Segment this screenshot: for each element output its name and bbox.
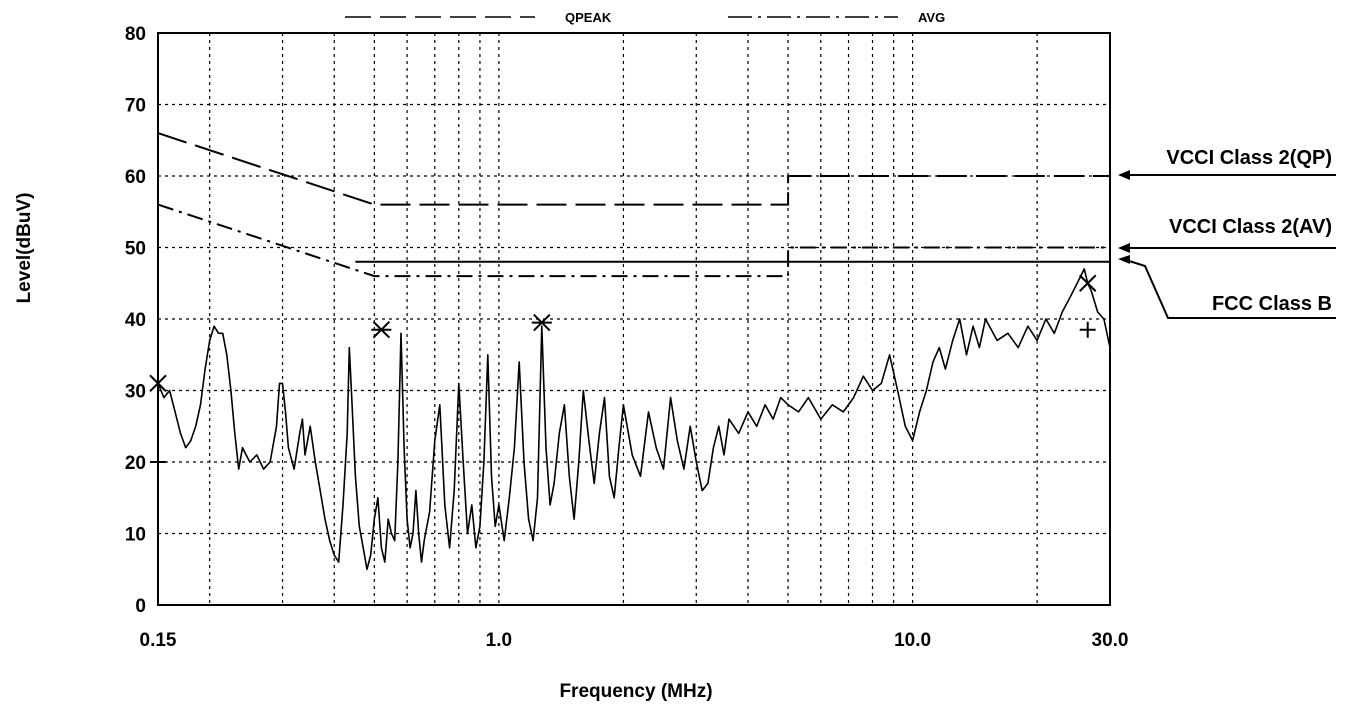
y-axis-label: Level(dBuV) <box>14 193 35 304</box>
limit-pointer-fcc-b <box>1125 259 1336 319</box>
marker-star <box>371 321 392 339</box>
x-tick-label: 1.0 <box>486 630 512 651</box>
limit-lines <box>157 132 1110 278</box>
limit-line-vcci-av <box>157 203 1110 278</box>
limit-label-vcci-av: VCCI Class 2(AV) <box>1169 216 1332 238</box>
marker-x <box>1079 274 1097 292</box>
legend: QPEAK AVG <box>345 10 945 25</box>
y-tick-label: 30 <box>125 382 146 403</box>
limit-pointer-fcc-b-arrow <box>1118 255 1130 264</box>
x-tick-labels: 0.15 1.0 10.0 30.0 <box>140 630 1129 651</box>
x-tick-label: 0.15 <box>140 630 177 651</box>
marker-star <box>531 313 552 332</box>
limit-label-vcci-qp: VCCI Class 2(QP) <box>1166 147 1332 169</box>
series-group <box>157 268 1111 571</box>
y-tick-label: 60 <box>125 167 146 188</box>
plot-frame <box>157 32 1111 606</box>
emission-trace <box>157 268 1111 571</box>
x-tick-label: 30.0 <box>1092 630 1129 651</box>
y-tick-label: 80 <box>125 24 146 45</box>
limit-annotations: VCCI Class 2(QP) VCCI Class 2(AV) FCC Cl… <box>1118 147 1336 319</box>
y-tick-label: 0 <box>135 596 146 617</box>
x-axis-label: Frequency (MHz) <box>559 681 712 702</box>
marker-plus <box>1079 321 1096 338</box>
y-tick-label: 70 <box>125 96 146 117</box>
legend-label-qpeak: QPEAK <box>565 10 612 25</box>
y-tick-label: 50 <box>125 239 146 260</box>
legend-label-avg: AVG <box>918 10 945 25</box>
limit-pointer-vcci-qp-arrow <box>1118 170 1130 180</box>
x-tick-label: 10.0 <box>894 630 931 651</box>
y-tick-label: 10 <box>125 525 146 546</box>
y-tick-label: 20 <box>125 453 146 474</box>
y-tick-labels: 0 10 20 30 40 50 60 70 80 <box>125 24 146 617</box>
limit-pointer-vcci-av-arrow <box>1118 243 1130 253</box>
limit-line-vcci-qp <box>157 132 1110 206</box>
limit-label-fcc-b: FCC Class B <box>1212 293 1332 315</box>
grid <box>158 33 1110 605</box>
y-tick-label: 40 <box>125 310 146 331</box>
